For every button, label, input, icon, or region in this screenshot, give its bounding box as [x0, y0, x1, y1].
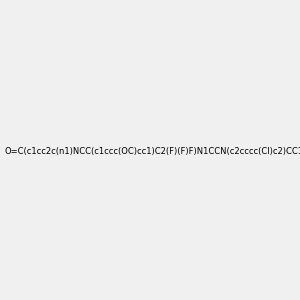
Text: O=C(c1cc2c(n1)NCC(c1ccc(OC)cc1)C2(F)(F)F)N1CCN(c2cccc(Cl)c2)CC1: O=C(c1cc2c(n1)NCC(c1ccc(OC)cc1)C2(F)(F)F… [4, 147, 300, 156]
